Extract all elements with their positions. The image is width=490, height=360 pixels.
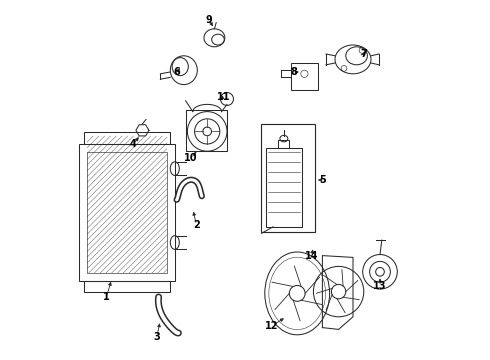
Bar [261,124,315,232]
Bar [291,63,318,90]
Text: 3: 3 [153,332,160,342]
Text: 5: 5 [319,175,326,185]
Text: 7: 7 [361,49,367,59]
Text: 4: 4 [130,139,137,149]
Bar [278,140,289,148]
Bar [266,148,302,227]
Text: 1: 1 [103,292,110,302]
Text: 12: 12 [265,321,279,331]
Bar [84,132,171,144]
Bar [186,110,227,151]
Bar [87,152,167,273]
Text: 11: 11 [217,92,230,102]
Text: 13: 13 [373,281,387,291]
Text: 8: 8 [290,67,297,77]
Bar [79,144,175,281]
Text: 10: 10 [184,153,198,163]
Text: 9: 9 [206,15,212,25]
Text: 6: 6 [173,67,180,77]
Text: 14: 14 [305,251,318,261]
Bar [84,281,171,292]
Text: 2: 2 [193,220,200,230]
